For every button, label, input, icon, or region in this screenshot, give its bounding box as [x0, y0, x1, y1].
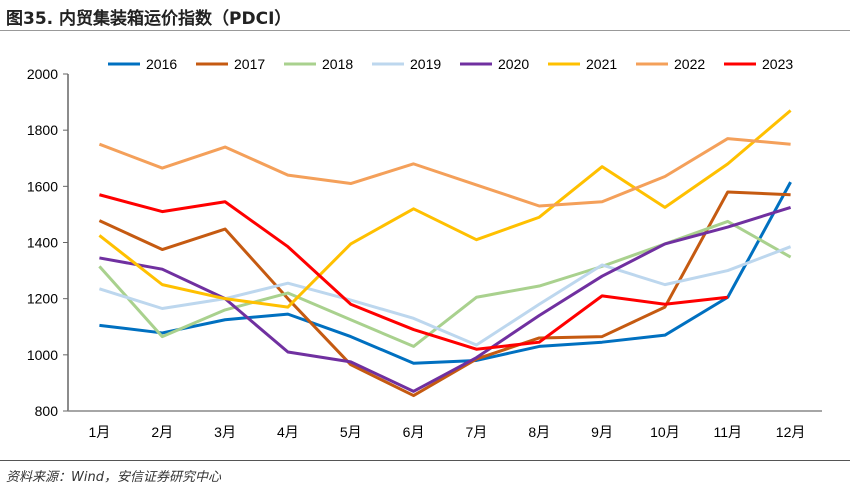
chart-title: 图35. 内贸集装箱运价指数（PDCI）: [6, 9, 292, 29]
source-note: 资料来源：Wind，安信证券研究中心: [6, 470, 221, 485]
y-tick-label: 1800: [27, 122, 58, 138]
y-tick-label: 1200: [27, 291, 58, 307]
divider: [0, 30, 850, 31]
x-tick-label: 5月: [340, 424, 362, 440]
x-tick-label: 4月: [277, 424, 299, 440]
series-line-2022: [98, 137, 791, 208]
legend-label-2017: 2017: [234, 56, 265, 72]
x-tick-label: 11月: [713, 424, 742, 440]
x-tick-label: 7月: [466, 424, 488, 440]
y-tick-label: 1000: [27, 347, 58, 363]
legend-label-2022: 2022: [674, 56, 705, 72]
y-tick-label: 2000: [27, 66, 58, 82]
y-tick-label: 1600: [27, 178, 58, 194]
x-tick-label: 6月: [403, 424, 425, 440]
series-line-2016: [99, 181, 792, 365]
line-chart: 800 1000 1200 1400 1600 1800 2000 1月 2月 3月 4月 5月 6月 7…: [27, 56, 822, 440]
x-tick-label: 2月: [151, 424, 173, 440]
legend-label-2018: 2018: [322, 56, 353, 72]
y-tick-label: 800: [35, 403, 59, 419]
x-tick-label: 9月: [591, 424, 613, 440]
x-tick-label: 1月: [89, 424, 111, 440]
legend-label-2021: 2021: [586, 56, 617, 72]
series-line-2017: [98, 190, 791, 398]
x-tick-label: 10月: [650, 424, 680, 440]
divider: [0, 460, 850, 461]
x-tick-label: 12月: [776, 424, 806, 440]
series-line-2018: [98, 219, 792, 348]
legend-label-2019: 2019: [410, 56, 441, 72]
x-tick-label: 8月: [528, 424, 550, 440]
legend-label-2016: 2016: [146, 56, 177, 72]
series-line-2019: [98, 245, 792, 347]
x-tick-label: 3月: [214, 424, 236, 440]
series-line-2021: [98, 109, 792, 309]
y-tick-label: 1400: [27, 235, 58, 251]
series-line-2020: [99, 205, 792, 393]
legend-label-2023: 2023: [762, 56, 793, 72]
legend-label-2020: 2020: [498, 56, 529, 72]
